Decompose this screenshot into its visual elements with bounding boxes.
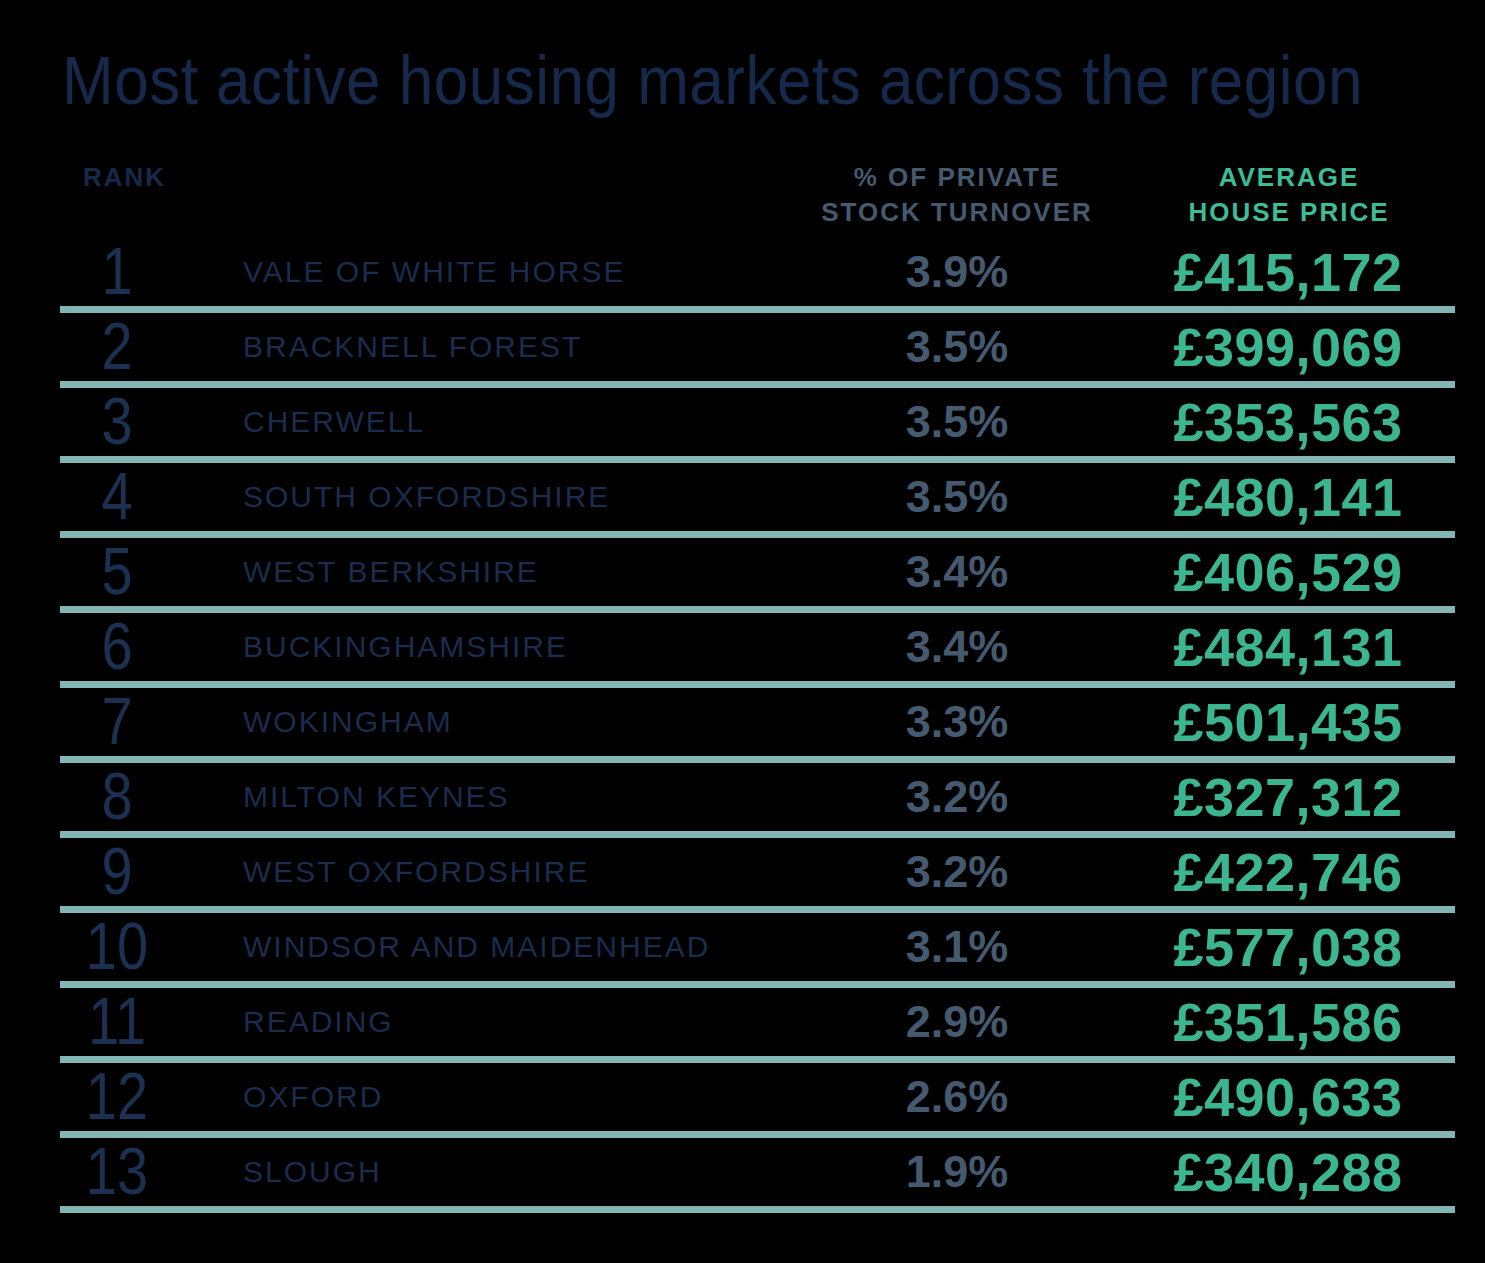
column-header-price-line2: HOUSE PRICE <box>1188 197 1389 227</box>
price-cell: £480,141 <box>1108 463 1468 531</box>
rank-cell: 9 <box>62 838 172 906</box>
column-header-price: AVERAGE HOUSE PRICE <box>1139 160 1439 230</box>
area-name-cell: SOUTH OXFORDSHIRE <box>243 463 803 531</box>
area-name-cell: WEST BERKSHIRE <box>243 538 803 606</box>
rank-cell: 13 <box>62 1138 172 1206</box>
price-cell: £406,529 <box>1108 538 1468 606</box>
table-row: 3 CHERWELL 3.5% £353,563 <box>60 388 1455 463</box>
price-cell: £577,038 <box>1108 913 1468 981</box>
table-row: 9 WEST OXFORDSHIRE 3.2% £422,746 <box>60 838 1455 913</box>
turnover-cell: 3.5% <box>807 388 1107 456</box>
rank-cell: 8 <box>62 763 172 831</box>
turnover-cell: 1.9% <box>807 1138 1107 1206</box>
table-row: 8 MILTON KEYNES 3.2% £327,312 <box>60 763 1455 838</box>
rank-cell: 12 <box>62 1063 172 1131</box>
rank-value: 7 <box>101 682 132 762</box>
area-name-cell: VALE OF WHITE HORSE <box>243 238 803 306</box>
rank-value: 10 <box>86 907 148 987</box>
infographic-canvas: Most active housing markets across the r… <box>0 0 1485 1263</box>
area-name-cell: MILTON KEYNES <box>243 763 803 831</box>
rank-cell: 2 <box>62 313 172 381</box>
price-cell: £501,435 <box>1108 688 1468 756</box>
area-name-cell: WOKINGHAM <box>243 688 803 756</box>
rank-value: 13 <box>86 1132 148 1212</box>
page-title: Most active housing markets across the r… <box>62 40 1363 120</box>
rank-value: 3 <box>101 382 132 462</box>
area-name-cell: SLOUGH <box>243 1138 803 1206</box>
rank-value: 11 <box>88 982 146 1062</box>
turnover-cell: 2.6% <box>807 1063 1107 1131</box>
price-cell: £422,746 <box>1108 838 1468 906</box>
table-row: 1 VALE OF WHITE HORSE 3.9% £415,172 <box>60 238 1455 313</box>
column-header-turnover: % OF PRIVATE STOCK TURNOVER <box>807 160 1107 230</box>
rank-value: 4 <box>101 457 132 537</box>
rank-value: 2 <box>101 307 132 387</box>
rank-value: 6 <box>101 607 132 687</box>
column-header-turnover-line1: % OF PRIVATE <box>854 162 1061 192</box>
area-name-cell: BUCKINGHAMSHIRE <box>243 613 803 681</box>
table-row: 13 SLOUGH 1.9% £340,288 <box>60 1138 1455 1213</box>
price-cell: £327,312 <box>1108 763 1468 831</box>
turnover-cell: 3.9% <box>807 238 1107 306</box>
price-cell: £490,633 <box>1108 1063 1468 1131</box>
turnover-cell: 3.3% <box>807 688 1107 756</box>
area-name-cell: READING <box>243 988 803 1056</box>
rankings-table: 1 VALE OF WHITE HORSE 3.9% £415,172 2 BR… <box>60 238 1455 1213</box>
area-name-cell: CHERWELL <box>243 388 803 456</box>
table-row: 11 READING 2.9% £351,586 <box>60 988 1455 1063</box>
rank-value: 8 <box>101 757 132 837</box>
table-row: 6 BUCKINGHAMSHIRE 3.4% £484,131 <box>60 613 1455 688</box>
rank-value: 9 <box>101 832 132 912</box>
area-name-cell: WINDSOR AND MAIDENHEAD <box>243 913 803 981</box>
rank-value: 12 <box>86 1057 148 1137</box>
price-cell: £353,563 <box>1108 388 1468 456</box>
turnover-cell: 3.5% <box>807 463 1107 531</box>
table-row: 5 WEST BERKSHIRE 3.4% £406,529 <box>60 538 1455 613</box>
turnover-cell: 3.2% <box>807 763 1107 831</box>
price-cell: £399,069 <box>1108 313 1468 381</box>
turnover-cell: 3.2% <box>807 838 1107 906</box>
rank-cell: 10 <box>62 913 172 981</box>
price-cell: £351,586 <box>1108 988 1468 1056</box>
turnover-cell: 3.1% <box>807 913 1107 981</box>
rank-cell: 1 <box>62 238 172 306</box>
price-cell: £340,288 <box>1108 1138 1468 1206</box>
turnover-cell: 3.4% <box>807 613 1107 681</box>
rank-cell: 4 <box>62 463 172 531</box>
rank-cell: 7 <box>62 688 172 756</box>
area-name-cell: OXFORD <box>243 1063 803 1131</box>
price-cell: £484,131 <box>1108 613 1468 681</box>
rank-value: 5 <box>101 532 132 612</box>
column-header-turnover-line2: STOCK TURNOVER <box>821 197 1093 227</box>
rank-value: 1 <box>101 232 132 312</box>
rank-cell: 5 <box>62 538 172 606</box>
rank-cell: 3 <box>62 388 172 456</box>
rank-cell: 11 <box>62 988 172 1056</box>
table-row: 4 SOUTH OXFORDSHIRE 3.5% £480,141 <box>60 463 1455 538</box>
table-row: 7 WOKINGHAM 3.3% £501,435 <box>60 688 1455 763</box>
table-row: 10 WINDSOR AND MAIDENHEAD 3.1% £577,038 <box>60 913 1455 988</box>
price-cell: £415,172 <box>1108 238 1468 306</box>
area-name-cell: WEST OXFORDSHIRE <box>243 838 803 906</box>
table-row: 2 BRACKNELL FOREST 3.5% £399,069 <box>60 313 1455 388</box>
table-row: 12 OXFORD 2.6% £490,633 <box>60 1063 1455 1138</box>
area-name-cell: BRACKNELL FOREST <box>243 313 803 381</box>
column-header-rank: RANK <box>83 160 166 195</box>
turnover-cell: 3.4% <box>807 538 1107 606</box>
rank-cell: 6 <box>62 613 172 681</box>
column-header-price-line1: AVERAGE <box>1219 162 1360 192</box>
turnover-cell: 2.9% <box>807 988 1107 1056</box>
turnover-cell: 3.5% <box>807 313 1107 381</box>
